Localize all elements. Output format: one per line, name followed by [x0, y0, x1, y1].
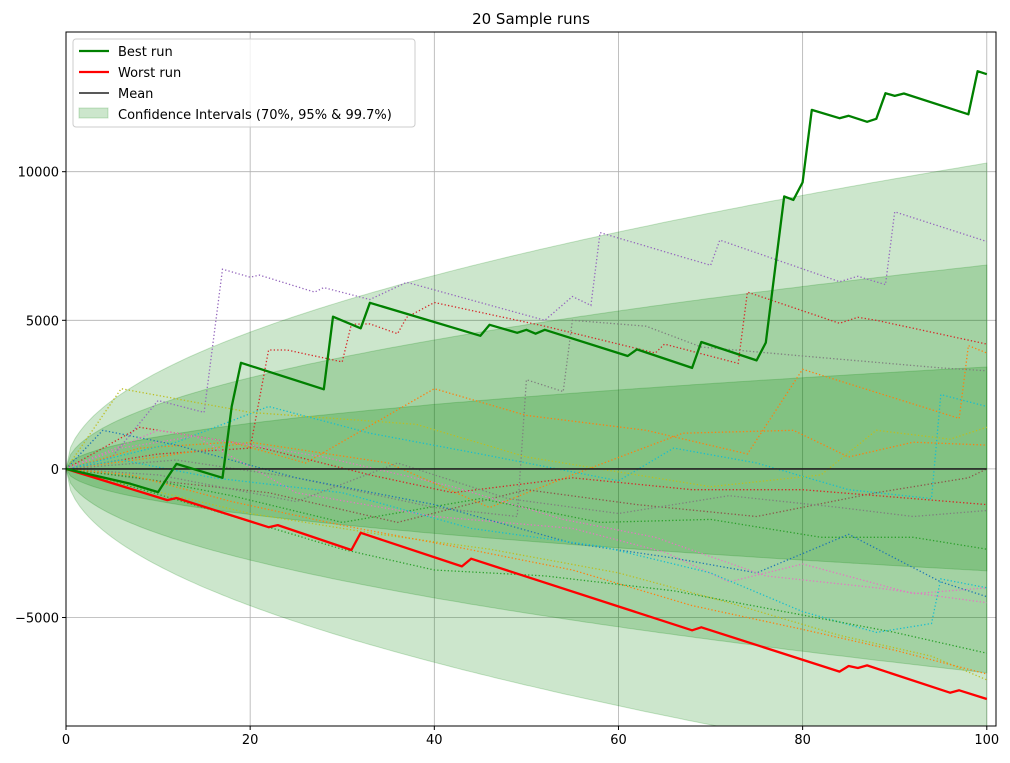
sample-run-line	[66, 435, 987, 595]
confidence-band-3-sigma	[66, 162, 988, 726]
sample-run-line	[66, 429, 987, 509]
x-tick-label: 40	[426, 733, 443, 748]
grid	[65, 32, 996, 726]
sample-run-line	[66, 429, 987, 598]
sample-run-line	[66, 468, 987, 675]
sample-run-line	[66, 468, 987, 654]
y-tick-label: 10000	[18, 166, 59, 181]
axes-frame	[65, 31, 997, 727]
legend-label-best-run: Best run	[118, 45, 173, 60]
legend-box	[72, 38, 416, 128]
main-lines	[66, 70, 988, 701]
y-tick-label: −5000	[15, 612, 59, 627]
sample-run-line	[66, 468, 987, 550]
y-tick-label: 0	[51, 463, 59, 478]
legend-label-mean: Mean	[118, 87, 153, 102]
sample-run-line	[66, 468, 988, 681]
confidence-bands	[66, 162, 988, 726]
x-tick-label: 60	[610, 733, 627, 748]
sample-runs	[66, 210, 988, 681]
sample-run-line	[66, 459, 987, 634]
sample-run-line	[66, 210, 987, 470]
sample-run-line	[66, 468, 988, 524]
x-tick-label: 0	[62, 733, 70, 748]
x-tick-label: 100	[974, 733, 999, 748]
x-tick-label: 20	[242, 733, 259, 748]
sample-run-line	[66, 429, 987, 604]
best-run-line	[66, 70, 988, 494]
sample-run-line	[66, 344, 988, 470]
legend-label-worst-run: Worst run	[118, 66, 181, 81]
y-axis: −5000 0 5000 10000	[15, 166, 66, 627]
x-tick-label: 80	[794, 733, 811, 748]
sample-run-line	[66, 387, 987, 488]
legend-label-confidence: Confidence Intervals (70%, 95% & 99.7%)	[118, 108, 392, 123]
legend: Best run Worst run Mean Confidence Inter…	[72, 38, 416, 128]
worst-run-line	[66, 467, 988, 701]
y-tick-label: 5000	[26, 314, 59, 329]
sample-run-line	[66, 393, 987, 500]
legend-swatch-confidence	[78, 107, 109, 119]
chart-title: 20 Sample runs	[472, 10, 590, 28]
x-axis: 0 20 40 60 80 100	[62, 726, 999, 748]
